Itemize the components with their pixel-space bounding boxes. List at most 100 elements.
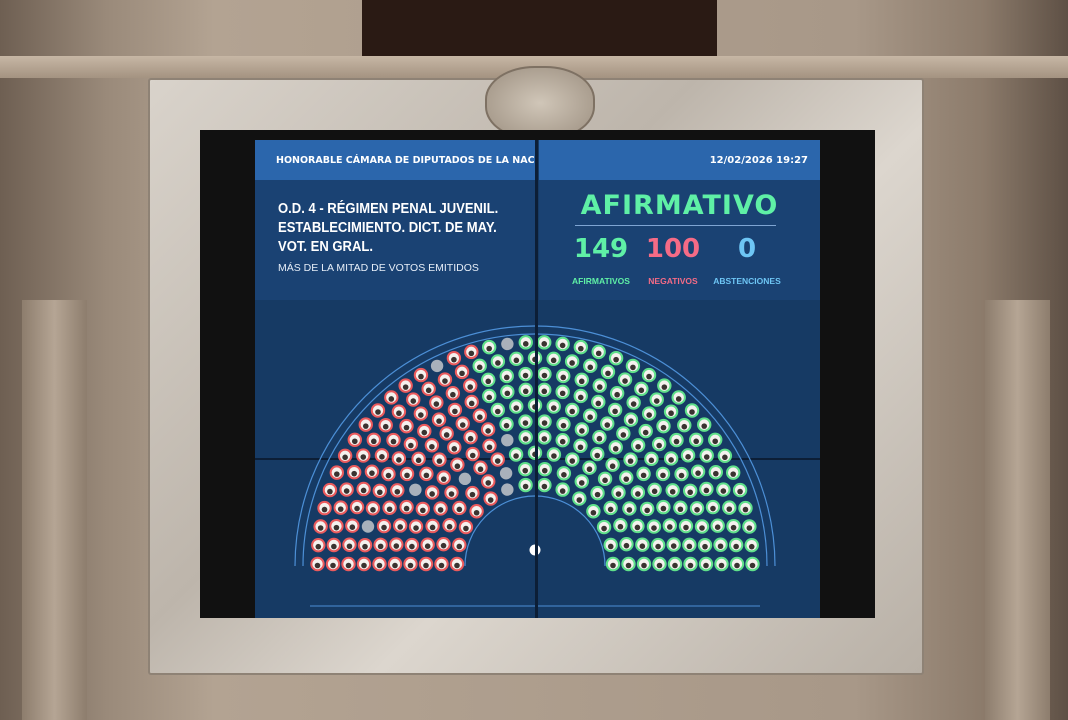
motion-title-line: O.D. 4 - RÉGIMEN PENAL JUVENIL. [278, 201, 499, 217]
seat-affirmative [527, 350, 543, 366]
seat-negative [339, 482, 354, 497]
seat-affirmative [649, 392, 664, 407]
balcony-gallery [362, 0, 717, 56]
seat-negative [480, 422, 496, 437]
seat-negative [387, 556, 403, 572]
seat-negative [436, 470, 451, 485]
seat-negative [325, 556, 341, 572]
seat-affirmative [546, 399, 561, 414]
seat-negative [333, 500, 348, 515]
seat-affirmative [656, 499, 671, 515]
seat-affirmative [555, 482, 570, 497]
seat-negative [399, 466, 415, 482]
seat-negative [481, 474, 496, 489]
seat-affirmative [556, 466, 572, 481]
seat-affirmative [650, 537, 666, 553]
seat-affirmative [646, 519, 662, 534]
seat-negative [403, 556, 418, 572]
seat-negative [356, 448, 371, 463]
seat-affirmative [678, 518, 694, 534]
seat-negative [432, 452, 447, 467]
seat-affirmative [518, 430, 533, 445]
seat-affirmative [565, 402, 580, 418]
seat-negative [419, 466, 434, 482]
seat-affirmative [565, 452, 580, 467]
seat-negative [417, 423, 432, 439]
seat-negative [390, 483, 405, 498]
seat-affirmative [630, 518, 645, 534]
seat-negative [356, 481, 371, 497]
seat-affirmative [499, 416, 514, 432]
seat-affirmative [666, 537, 681, 552]
seat-affirmative [621, 556, 636, 572]
seat-negative [391, 404, 407, 419]
seat-affirmative [509, 351, 524, 367]
seat-affirmative [556, 368, 571, 384]
seat-affirmative [699, 448, 714, 463]
seat-affirmative [689, 501, 705, 516]
seat-negative [372, 483, 388, 498]
seat-negative [447, 402, 463, 418]
seat-affirmative [617, 372, 633, 387]
seat-negative [365, 501, 381, 516]
seat-negative [413, 367, 429, 383]
seat-negative [463, 378, 478, 393]
screen-seam [535, 140, 538, 618]
seat-affirmative [472, 358, 487, 374]
negative-count: 100 [645, 234, 701, 264]
seat-affirmative [682, 537, 697, 553]
divider [575, 225, 776, 226]
seat-negative [392, 518, 408, 533]
seat-affirmative [600, 364, 616, 380]
seat-affirmative [738, 500, 753, 516]
seat-affirmative [481, 339, 497, 355]
hemicycle-seat-map [294, 325, 776, 607]
seat-affirmative [603, 500, 618, 516]
seat-affirmative [684, 403, 700, 418]
abstention-count: 0 [737, 234, 757, 264]
seat-affirmative [626, 395, 641, 410]
seat-negative [341, 556, 356, 572]
seat-negative [342, 537, 357, 552]
seat-affirmative [508, 447, 524, 462]
seat-affirmative [573, 438, 588, 453]
left-pillar [22, 300, 87, 720]
seat-affirmative [592, 378, 607, 393]
seat-affirmative [729, 556, 745, 572]
seat-negative [329, 518, 344, 534]
seat-affirmative [716, 482, 731, 497]
seat-affirmative [657, 378, 672, 393]
seat-negative [455, 416, 470, 431]
seat-affirmative [638, 423, 653, 439]
seat-absent [501, 433, 514, 447]
seat-affirmative [694, 519, 710, 534]
seat-affirmative [713, 537, 728, 552]
seat-affirmative [582, 460, 597, 475]
seat-negative [322, 482, 338, 498]
seat-affirmative [698, 556, 714, 572]
seat-affirmative [619, 470, 634, 485]
seat-negative [434, 556, 449, 572]
seat-negative [473, 460, 488, 475]
seat-negative [445, 386, 461, 401]
seat-negative [452, 537, 467, 553]
seat-negative [472, 408, 488, 423]
seat-absent [501, 483, 514, 496]
seat-affirmative [583, 358, 598, 374]
seat-affirmative [573, 339, 589, 355]
seat-affirmative [537, 430, 552, 445]
seat-negative [378, 417, 393, 433]
seat-negative [366, 432, 382, 448]
vote-datetime: 12/02/2026 19:27 [709, 154, 808, 166]
seat-affirmative [509, 399, 524, 414]
seat-affirmative [608, 350, 624, 366]
result-panel: 12/02/2026 19:27 AFIRMATIVO 149 100 0 AF… [539, 140, 820, 300]
seat-negative [391, 451, 407, 466]
seat-affirmative [745, 556, 760, 572]
seat-affirmative [546, 447, 562, 462]
seat-affirmative [537, 382, 552, 398]
seat-affirmative [623, 452, 638, 467]
seat-affirmative [574, 422, 590, 437]
seat-negative [429, 395, 444, 410]
seat-negative [372, 556, 387, 572]
